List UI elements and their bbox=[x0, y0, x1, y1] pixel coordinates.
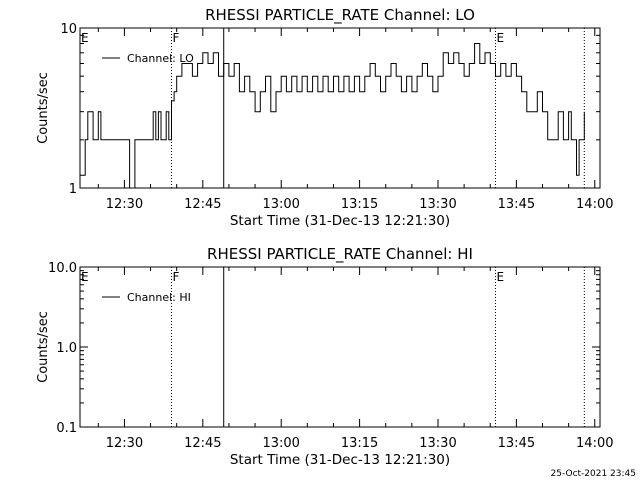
event-marker-label: E bbox=[81, 270, 89, 284]
event-marker-label: E bbox=[496, 31, 504, 45]
x-tick-label: 13:00 bbox=[262, 436, 299, 451]
event-marker-label: F bbox=[172, 31, 179, 45]
event-marker-label: F bbox=[172, 270, 179, 284]
x-tick-label: 12:30 bbox=[106, 197, 143, 212]
panel-hi: RHESSI PARTICLE_RATE Channel: HI Start Ti… bbox=[36, 245, 614, 468]
x-tick-label: 14:00 bbox=[576, 436, 613, 451]
footer-timestamp: 25-Oct-2021 23:45 bbox=[551, 469, 636, 479]
x-tick-label: 13:00 bbox=[262, 197, 299, 212]
panel-lo: RHESSI PARTICLE_RATE Channel: LO Start Ti… bbox=[36, 6, 614, 229]
y-tick-label: 10.0 bbox=[48, 261, 77, 276]
x-tick-label: 12:30 bbox=[106, 436, 143, 451]
x-tick-label: 12:45 bbox=[184, 197, 221, 212]
y-tick-label: 10 bbox=[60, 22, 77, 37]
plot-frame bbox=[79, 27, 601, 189]
chart-title: RHESSI PARTICLE_RATE Channel: LO bbox=[205, 6, 475, 25]
x-tick-label: 13:15 bbox=[341, 197, 378, 212]
y-axis-label: Counts/sec bbox=[36, 72, 51, 144]
x-tick-label: 13:15 bbox=[341, 436, 378, 451]
y-tick-label: 0.1 bbox=[56, 421, 77, 436]
y-tick-label: 1.0 bbox=[56, 341, 77, 356]
chart-title: RHESSI PARTICLE_RATE Channel: HI bbox=[207, 245, 473, 264]
event-marker-label: E bbox=[496, 270, 504, 284]
x-tick-label: 14:00 bbox=[576, 197, 613, 212]
legend-entry: Channel: HI bbox=[127, 291, 191, 304]
x-tick-label: 13:45 bbox=[498, 436, 535, 451]
x-tick-label: 12:45 bbox=[184, 436, 221, 451]
y-axis-label: Counts/sec bbox=[36, 311, 51, 383]
legend-entry: Channel: LO bbox=[127, 52, 194, 65]
x-tick-label: 13:30 bbox=[419, 197, 456, 212]
x-tick-label: 13:30 bbox=[419, 436, 456, 451]
x-tick-label: 13:45 bbox=[498, 197, 535, 212]
x-axis-label: Start Time (31-Dec-13 12:21:30) bbox=[230, 213, 450, 229]
series-line bbox=[80, 43, 585, 189]
y-tick-label: 1 bbox=[69, 182, 77, 197]
event-marker-label: E bbox=[81, 31, 89, 45]
x-axis-label: Start Time (31-Dec-13 12:21:30) bbox=[230, 452, 450, 468]
